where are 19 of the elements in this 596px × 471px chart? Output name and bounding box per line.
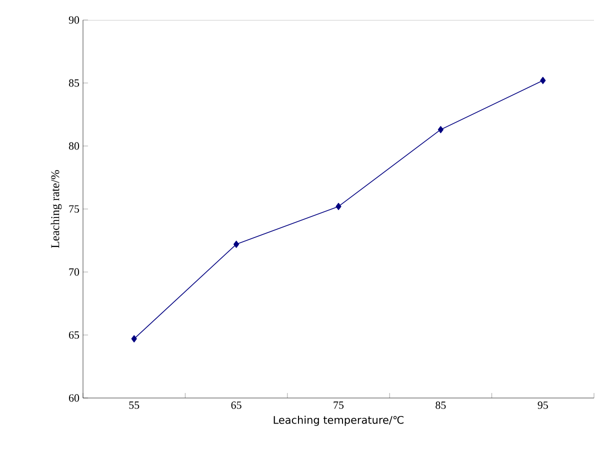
y-tick-label: 60 [68, 394, 80, 402]
x-tick-label: 85 [436, 402, 446, 409]
y-tick-label: 80 [68, 142, 80, 150]
point [336, 202, 342, 210]
x-tick-label: 75 [334, 402, 344, 409]
point [540, 76, 546, 84]
x-tick-label: 65 [231, 402, 242, 409]
y-tick-label: 85 [68, 79, 80, 87]
point [234, 240, 240, 248]
point [438, 126, 444, 134]
y-tick-label: 75 [69, 205, 80, 213]
y-axis-title: Leaching rate/% [50, 170, 62, 248]
x-tick-label: 55 [129, 402, 140, 409]
y-tick-label: 70 [69, 268, 80, 276]
x-axis-title: Leaching temperature/℃ [274, 416, 404, 426]
x-tick-label: 95 [538, 402, 548, 409]
y-tick-label: 65 [68, 331, 80, 339]
point [131, 335, 137, 342]
y-tick-label: 90 [68, 16, 80, 24]
